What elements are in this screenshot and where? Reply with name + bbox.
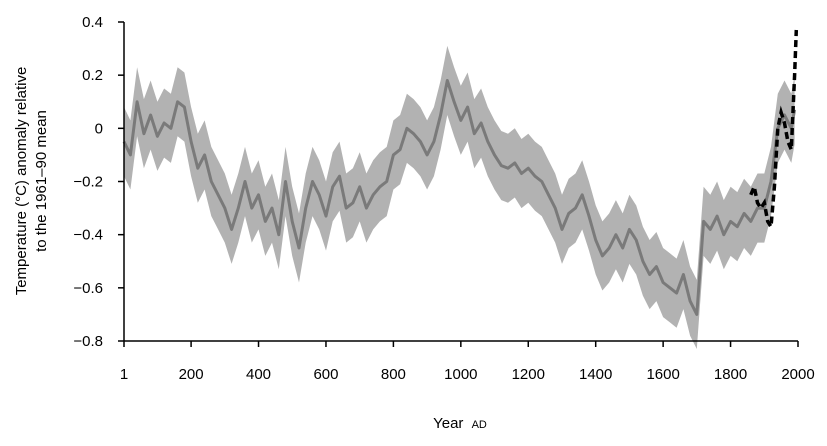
instrumental-line (749, 29, 799, 233)
y-tick-label: −0.6 (73, 280, 103, 297)
y-tick-label: 0.4 (82, 14, 103, 31)
x-tick-label: 600 (313, 366, 338, 383)
x-tick-label: 400 (246, 366, 271, 383)
x-tick-label: 1 (120, 366, 128, 383)
x-axis-title: Year AD (433, 415, 487, 432)
x-tick-label: 1000 (444, 366, 477, 383)
y-axis-title-line-1: Temperature (°C) anomaly relative (13, 67, 30, 296)
y-axis-title-line-2: to the 1961–90 mean (33, 110, 50, 252)
x-tick-label: 800 (381, 366, 406, 383)
x-tick-label: 1400 (579, 366, 612, 383)
x-tick-label: 1200 (512, 366, 545, 383)
x-axis-title-word: Year (433, 415, 463, 432)
x-tick-label: 1800 (714, 366, 747, 383)
x-axis-title-era: AD (472, 419, 487, 431)
y-tick-label: −0.8 (73, 333, 103, 350)
y-tick-label: −0.4 (73, 227, 103, 244)
plot-layer (122, 29, 799, 350)
reconstruction-line (122, 79, 797, 316)
x-tick-label: 1600 (646, 366, 679, 383)
y-tick-label: 0 (95, 120, 103, 137)
x-tick-label: 200 (179, 366, 204, 383)
y-tick-label: 0.2 (82, 67, 103, 84)
x-tick-label: 2000 (781, 366, 814, 383)
y-tick-label: −0.2 (73, 174, 103, 191)
uncertainty-band (124, 45, 795, 350)
axis-layer: 0.40.20−0.2−0.4−0.6−0.81 200 400 600 800 1000… (73, 14, 814, 383)
